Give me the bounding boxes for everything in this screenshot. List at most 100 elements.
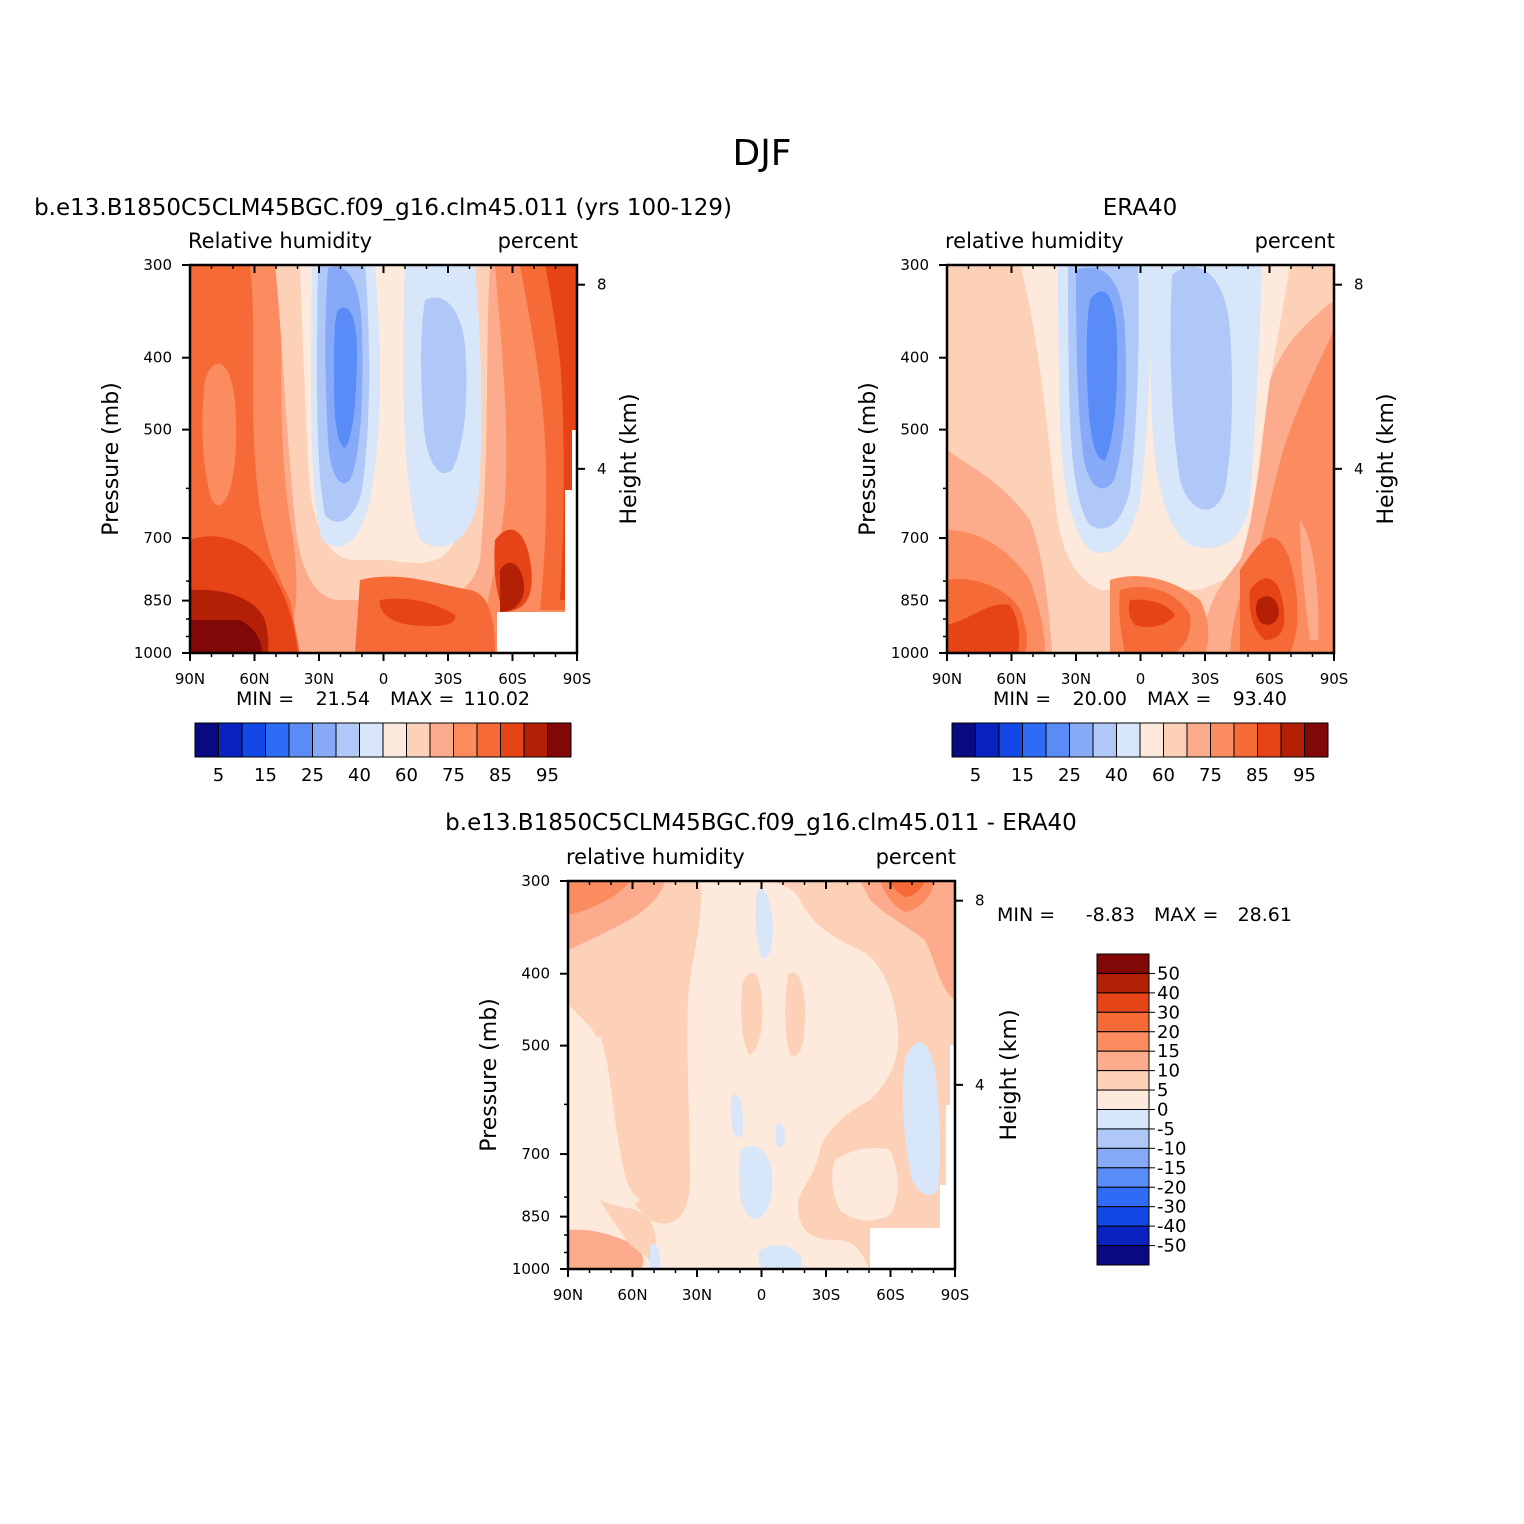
panel-model: b.e13.B1850C5CLM45BGC.f09_g16.clm45.011 …	[34, 195, 732, 786]
obs-contour-sh-subtropic-2	[1170, 266, 1233, 510]
model-missing-strip	[565, 490, 577, 612]
diff-contour-sh-positive	[770, 881, 955, 1269]
obs-height-tick-label: 4	[1354, 460, 1364, 478]
diff-missing-region	[870, 1228, 955, 1269]
model-colorbar-label: 75	[442, 765, 465, 786]
diff-colorbar-box	[1096, 953, 1150, 974]
model-contour-sh-subtropic-2	[421, 297, 467, 474]
obs-x-tick-label: 90S	[1320, 670, 1349, 688]
diff-max-value: 28.61	[1238, 904, 1292, 926]
diff-colorbar-box	[1096, 1186, 1150, 1208]
diff-x-tick-label: 90N	[553, 1286, 583, 1304]
model-contour-sh-surface-core	[500, 562, 525, 612]
model-contour-nh-inner	[202, 363, 237, 506]
model-min-max: MIN = 21.54 MAX = 110.02	[236, 688, 530, 710]
diff-x-tick-label: 30S	[812, 1286, 841, 1304]
obs-colorbar-box	[1045, 722, 1070, 758]
obs-x-tick-label: 30N	[1061, 670, 1091, 688]
obs-contour-sh-surface-core	[1128, 599, 1175, 627]
obs-colorbar-label: 85	[1246, 765, 1269, 786]
diff-max-label: MAX =	[1154, 904, 1218, 926]
obs-y-tick-label: 1000	[891, 644, 929, 662]
diff-y-tick-label: 700	[521, 1145, 550, 1163]
diff-contour-eq-positive-2	[785, 972, 806, 1057]
diff-colorbar-label: 30	[1157, 1002, 1180, 1023]
diff-colorbar-box	[1096, 992, 1150, 1013]
model-max-label: MAX =	[390, 688, 454, 710]
panel-obs: ERA40 relative humidity percent	[856, 195, 1399, 786]
obs-max-label: MAX =	[1147, 688, 1211, 710]
obs-contour-sh-extratropic-core	[1255, 596, 1279, 625]
model-x-tick-label: 90N	[175, 670, 205, 688]
diff-colorbar-box	[1096, 1167, 1150, 1188]
model-colorbar-box	[523, 722, 548, 758]
model-colorbar-box	[218, 722, 243, 758]
diff-axis-y-right: 84	[955, 892, 985, 1094]
model-colorbar-box	[241, 722, 266, 758]
obs-axis-y-left: 300 400 500 700 850 1000	[891, 256, 947, 662]
diff-y-tick-label: 500	[521, 1037, 550, 1055]
model-colorbar-box	[312, 722, 337, 758]
obs-x-tick-label: 0	[1136, 670, 1146, 688]
diff-contour-eq-positive	[741, 973, 763, 1055]
obs-colorbar-label: 75	[1199, 765, 1222, 786]
model-colorbar-label: 95	[536, 765, 559, 786]
obs-colorbar-box	[1210, 722, 1235, 758]
diff-colorbar-box	[1096, 1128, 1150, 1149]
model-axis-x: 90N 60N 30N 0 30S 60S 90S	[175, 265, 591, 688]
diff-missing-sliver	[946, 1105, 955, 1185]
obs-max-value: 93.40	[1233, 688, 1287, 710]
model-y-tick-label: 1000	[134, 644, 172, 662]
diff-colorbar-box	[1096, 1225, 1150, 1247]
obs-colorbar-box	[1280, 722, 1305, 758]
obs-y-tick-label: 850	[900, 592, 929, 610]
model-y-tick-label: 850	[143, 592, 172, 610]
diff-colorbar-label: -30	[1157, 1197, 1186, 1218]
diff-y-tick-label: 300	[521, 872, 550, 890]
diff-contour-sh-midlat	[832, 1148, 898, 1221]
model-axis-y-right: 84	[577, 276, 607, 478]
obs-colorbar-label: 40	[1105, 765, 1128, 786]
diff-colorbar-box	[1096, 1031, 1150, 1052]
model-colorbar-box	[500, 722, 525, 758]
diff-min-max: MIN = -8.83 MAX = 28.61	[997, 904, 1292, 926]
diff-x-tick-label: 60S	[876, 1286, 905, 1304]
model-colorbar-label: 25	[301, 765, 324, 786]
diff-missing-sliver-2	[950, 1045, 955, 1105]
model-height-tick-label: 4	[597, 460, 607, 478]
model-x-tick-label: 0	[379, 670, 389, 688]
model-missing-region	[497, 612, 577, 653]
obs-y-tick-label: 400	[900, 349, 929, 367]
model-axis-y-left: 300 400 500 700 850 1000	[134, 256, 190, 662]
diff-title: b.e13.B1850C5CLM45BGC.f09_g16.clm45.011 …	[445, 810, 1077, 836]
diff-colorbar-label: 40	[1157, 983, 1180, 1004]
diff-colorbar-box	[1096, 972, 1150, 994]
model-colorbar: 5 15 25 40 60 75 85 95	[194, 722, 572, 786]
model-x-tick-label: 90S	[563, 670, 592, 688]
model-height-tick-label: 8	[597, 276, 607, 294]
diff-x-tick-label: 0	[757, 1286, 767, 1304]
diff-contour-field	[568, 881, 955, 1269]
obs-colorbar-label: 15	[1011, 765, 1034, 786]
model-x-tick-label: 60N	[239, 670, 269, 688]
obs-colorbar-box	[1163, 722, 1188, 758]
model-x-tick-label: 30S	[434, 670, 463, 688]
obs-y-tick-label: 300	[900, 256, 929, 274]
diff-axis-y-left: 300 400 500 700 850 1000	[512, 872, 568, 1278]
obs-title: ERA40	[1103, 195, 1178, 221]
diff-colorbar-box	[1096, 1050, 1150, 1072]
diff-y-right-axis-label: Height (km)	[997, 1009, 1022, 1140]
obs-min-label: MIN =	[993, 688, 1051, 710]
obs-y-axis-label: Pressure (mb)	[856, 382, 881, 536]
model-title: b.e13.B1850C5CLM45BGC.f09_g16.clm45.011 …	[34, 195, 732, 221]
diff-colorbar-label: -5	[1157, 1119, 1175, 1140]
model-contour-field	[190, 265, 577, 653]
obs-y-right-axis-label: Height (km)	[1374, 393, 1399, 524]
diff-contour-sh-negative	[902, 1042, 941, 1196]
diff-contour-nh-surface-1	[568, 1229, 644, 1269]
diff-colorbar-label: -10	[1157, 1138, 1186, 1159]
obs-colorbar-box	[1116, 722, 1141, 758]
diff-x-tick-label: 90S	[941, 1286, 970, 1304]
